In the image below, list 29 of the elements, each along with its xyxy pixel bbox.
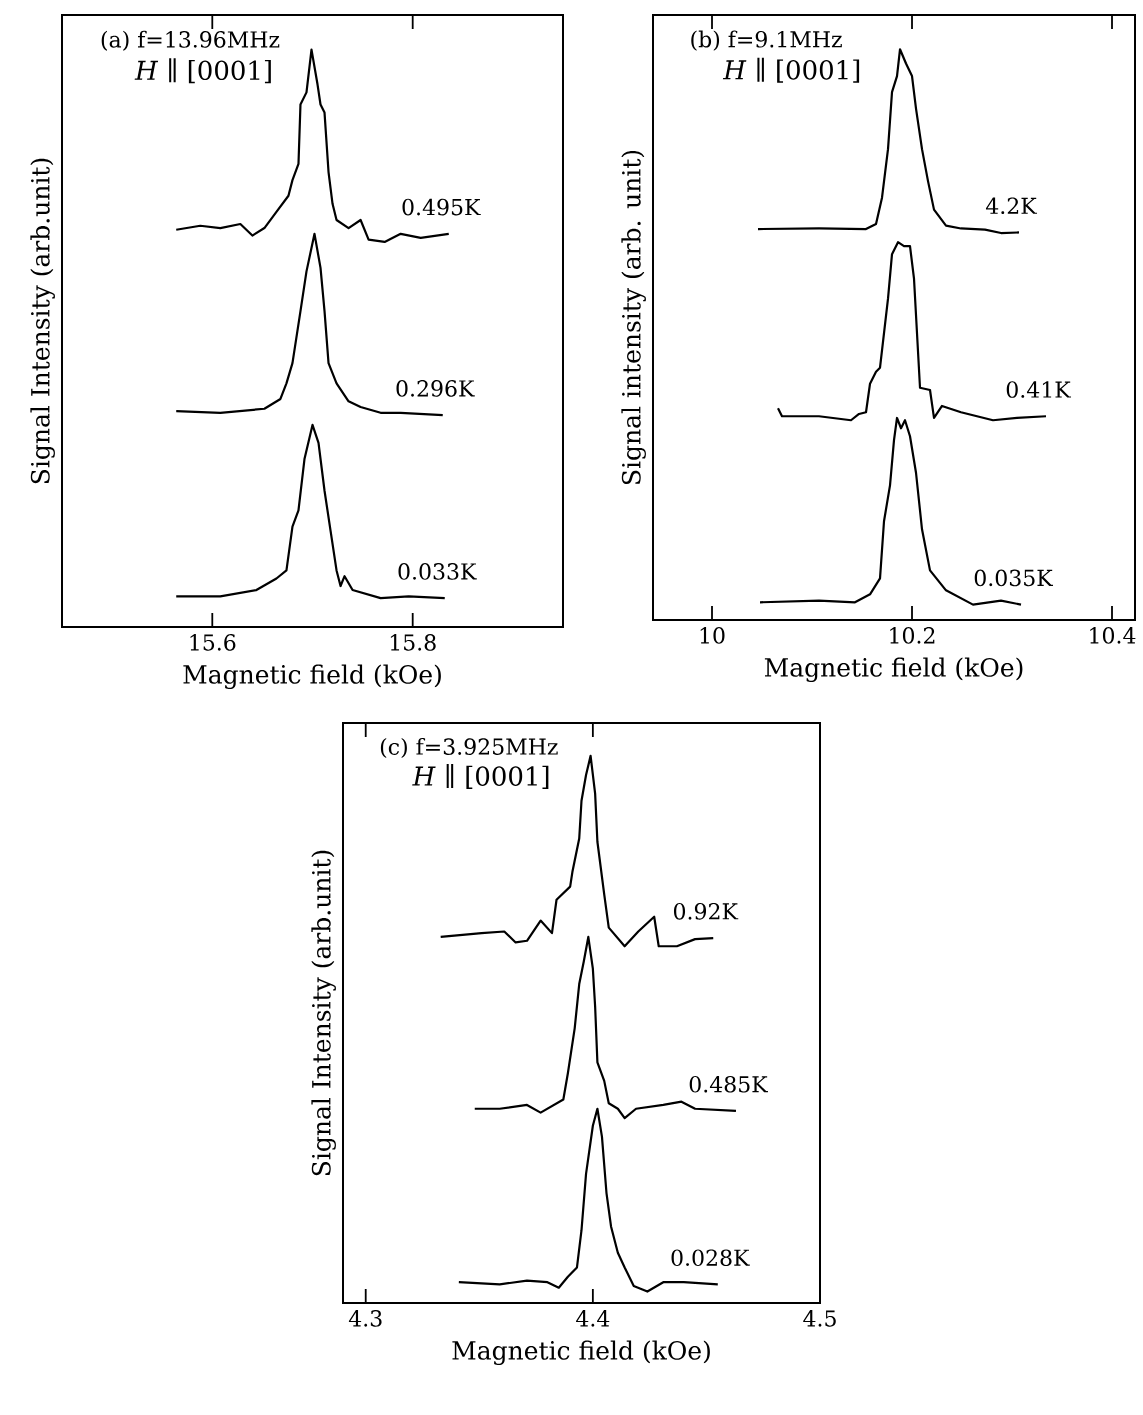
annotation: (c) f=3.925MHz	[380, 737, 558, 759]
x-tick-label: 4.4	[575, 1310, 610, 1327]
x-axis-title: Magnetic field (kOe)	[452, 1340, 710, 1365]
series-label: 0.296K	[396, 380, 475, 397]
series-label: 0.028K	[671, 1249, 750, 1267]
x-axis-title: Magnetic field (kOe)	[183, 664, 441, 689]
series-label: 0.495K	[402, 198, 481, 216]
y-axis-title: Signal intensity (arb. unit)	[621, 150, 646, 485]
y-axis-title: Signal Intensity (arb.unit)	[30, 158, 55, 484]
series-label: 4.2K	[985, 197, 1037, 215]
x-tick-label: 15.8	[390, 634, 436, 651]
x-tick-label: 10	[700, 627, 725, 644]
series-label: 0.485K	[689, 1075, 768, 1093]
x-tick-label: 10.2	[890, 627, 935, 644]
x-tick-label: 10.4	[1090, 627, 1136, 644]
x-tick-label: 15.6	[190, 634, 236, 651]
series-label: 0.41K	[1006, 381, 1071, 398]
x-tick-label: 4.3	[348, 1310, 382, 1327]
annotation: H ∥ [0001]	[412, 764, 549, 789]
x-axis-title: Magnetic field (kOe)	[764, 657, 1023, 682]
annotation: H ∥ [0001]	[722, 57, 860, 83]
series-label: 0.033K	[398, 563, 477, 580]
annotation: H ∥ [0001]	[134, 58, 271, 84]
y-axis-title: Signal Intensity (arb.unit)	[311, 850, 336, 1176]
annotation: (b) f=9.1MHz	[691, 30, 842, 51]
x-tick-label: 4.5	[803, 1310, 836, 1327]
annotation: (a) f=13.96MHz	[101, 30, 280, 51]
series-label: 0.035K	[974, 569, 1053, 587]
series-label: 0.92K	[673, 903, 739, 920]
